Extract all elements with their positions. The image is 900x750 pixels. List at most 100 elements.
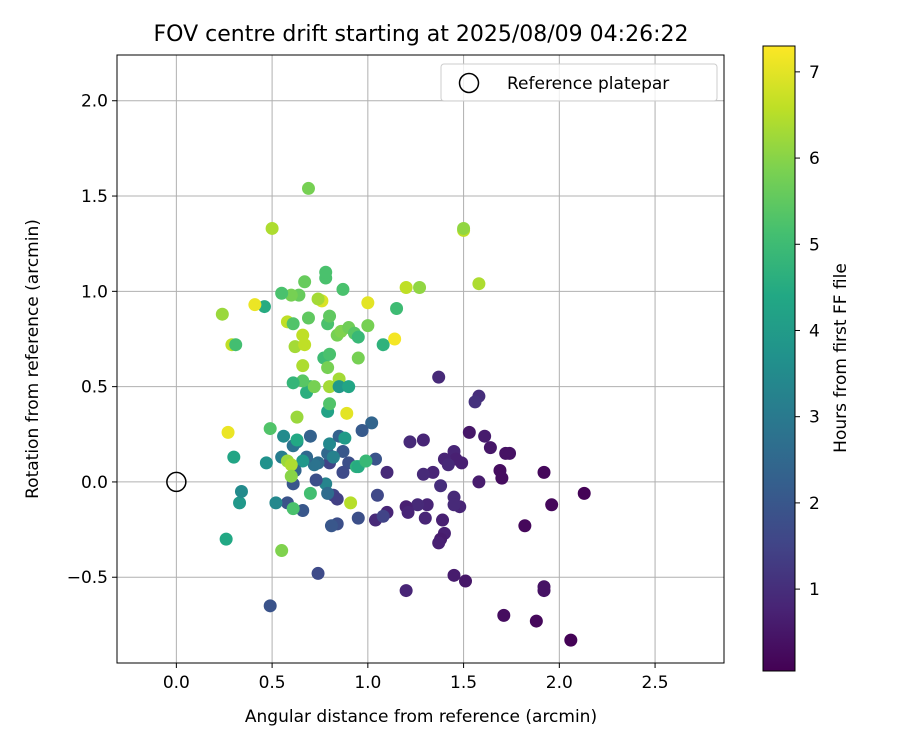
data-point [263,599,277,613]
x-axis-label: Angular distance from reference (arcmin) [245,707,597,727]
colorbar-tick-label: 6 [809,149,820,169]
data-point [399,584,413,598]
data-point [418,511,432,525]
y-axis-ticks: −0.5 0.0 0.5 1.0 1.5 2.0 [67,92,117,588]
data-point [233,496,247,510]
x-tick-label: 2.5 [642,673,669,693]
data-point [413,281,427,295]
data-point [290,410,304,424]
data-point [290,433,304,447]
data-point [227,450,241,464]
data-point [321,361,335,375]
y-axis-label: Rotation from reference (arcmin) [23,219,43,499]
data-point [323,397,337,411]
scatter-points [215,181,591,647]
x-tick-label: 2.0 [546,673,573,693]
data-point [221,425,235,439]
colorbar-tick-label: 2 [809,494,820,514]
data-point [311,566,325,580]
data-point [380,465,394,479]
data-point [434,479,448,493]
data-point [319,265,333,279]
data-point [483,441,497,455]
x-tick-label: 0.0 [163,673,190,693]
data-point [376,509,390,523]
data-point [537,465,551,479]
data-point [457,221,471,235]
y-tick-label: 0.5 [81,378,108,398]
y-tick-label: 1.0 [81,282,108,302]
data-point [478,429,492,443]
data-point [432,370,446,384]
data-point [577,486,591,500]
data-point [323,380,337,394]
colorbar-ticks: 1 2 3 4 5 6 7 [795,63,820,600]
legend-box [440,63,718,102]
data-point [215,307,229,321]
data-point [277,429,291,443]
chart-title: FOV centre drift starting at 2025/08/09 … [154,22,689,47]
data-point [416,467,430,481]
data-point [388,332,402,346]
data-point [376,338,390,352]
data-point [298,275,312,289]
colorbar-tick-label: 5 [809,235,820,255]
data-point [537,580,551,594]
x-tick-label: 1.0 [354,673,381,693]
data-point [401,505,415,519]
data-point [436,513,450,527]
data-point [303,486,317,500]
y-tick-label: 1.5 [81,187,108,207]
data-point [219,532,233,546]
data-point [370,488,384,502]
colorbar-tick-label: 7 [809,63,820,83]
data-point [361,319,375,333]
colorbar: 1 2 3 4 5 6 7 Hours from first FF file [762,45,851,672]
data-point [263,422,277,436]
data-point [296,359,310,373]
data-point [321,486,335,500]
data-point [336,444,350,458]
data-point [323,347,337,361]
data-point [338,431,352,445]
y-tick-label: 2.0 [81,92,108,112]
data-point [330,492,344,506]
data-point [323,309,337,323]
colorbar-tick-label: 1 [809,580,820,600]
data-point [472,475,486,489]
data-point [286,317,300,331]
y-tick-label: −0.5 [67,568,108,588]
colorbar-tick-label: 4 [809,321,820,341]
data-point [259,456,273,470]
data-point [286,376,300,390]
data-point [296,328,310,342]
data-point [275,286,289,300]
data-point [441,458,455,472]
plot-area-frame [116,54,725,664]
data-point [324,519,338,533]
data-point [403,435,417,449]
data-point [344,496,358,510]
data-point [351,511,365,525]
data-point [248,298,262,312]
data-point [326,450,340,464]
data-point [458,574,472,588]
grid-lines [117,55,724,663]
data-point [359,454,373,468]
data-point [303,429,317,443]
data-point [284,469,298,483]
data-point [234,484,248,498]
data-point [365,416,379,430]
data-point [342,380,356,394]
data-point [529,614,543,628]
data-point [269,496,283,510]
data-point [296,454,310,468]
data-point [340,406,354,420]
legend-label-reference: Reference platepar [507,74,669,94]
data-point [307,380,321,394]
data-point [411,498,425,512]
data-point [416,433,430,447]
data-point [311,292,325,306]
